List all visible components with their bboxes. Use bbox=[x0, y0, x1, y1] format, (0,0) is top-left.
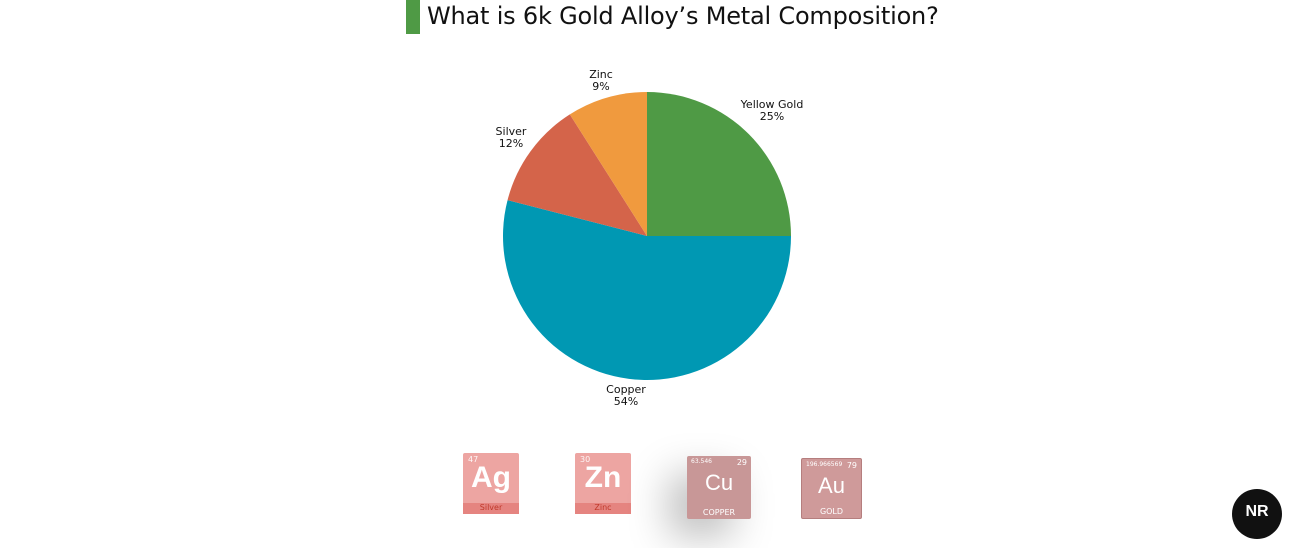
atomic-number: 79 bbox=[846, 461, 857, 470]
brand-logo: NR bbox=[1232, 489, 1282, 539]
element-name: GOLD bbox=[819, 507, 844, 516]
slice-label: Silver bbox=[496, 125, 527, 138]
slice-label: Zinc bbox=[589, 68, 613, 81]
element-symbol: Au bbox=[818, 473, 845, 498]
tile-band bbox=[463, 503, 519, 514]
pie-slice-silver bbox=[507, 114, 647, 236]
element-tile-silver: 47 Ag Silver bbox=[463, 453, 519, 514]
tile-band bbox=[575, 503, 631, 514]
element-tile-copper: 63.546 29 Cu COPPER bbox=[687, 456, 751, 519]
slice-percent-label: 25% bbox=[760, 110, 784, 123]
element-name: Zinc bbox=[594, 503, 612, 512]
element-tile-gold: 196.966569 79 Au GOLD bbox=[801, 458, 862, 519]
slice-percent-label: 54% bbox=[614, 395, 638, 408]
chart-title: What is 6k Gold Alloy’s Metal Compositio… bbox=[427, 2, 939, 30]
pie-slice-yellow-gold bbox=[647, 92, 791, 236]
logo-text: NR bbox=[1245, 503, 1269, 520]
title-accent-bar bbox=[406, 0, 420, 34]
atomic-number: 30 bbox=[580, 455, 591, 464]
element-symbol: Ag bbox=[471, 461, 511, 494]
atomic-mass: 196.966569 bbox=[806, 461, 843, 468]
pie-slice-zinc bbox=[569, 92, 647, 236]
atomic-number: 29 bbox=[736, 458, 747, 467]
slice-label: Copper bbox=[606, 383, 646, 396]
pie-slice-copper bbox=[502, 200, 791, 380]
atomic-number: 47 bbox=[468, 455, 479, 464]
slice-percent-label: 9% bbox=[592, 80, 609, 93]
element-name: COPPER bbox=[702, 508, 736, 517]
slice-label: Yellow Gold bbox=[740, 98, 804, 111]
element-symbol: Cu bbox=[704, 470, 734, 495]
element-symbol: Zn bbox=[584, 461, 622, 494]
atomic-mass: 63.546 bbox=[691, 458, 712, 465]
element-tile-zinc: 30 Zn Zinc bbox=[575, 453, 631, 514]
element-name: Silver bbox=[479, 503, 503, 512]
slice-percent-label: 12% bbox=[499, 137, 523, 150]
